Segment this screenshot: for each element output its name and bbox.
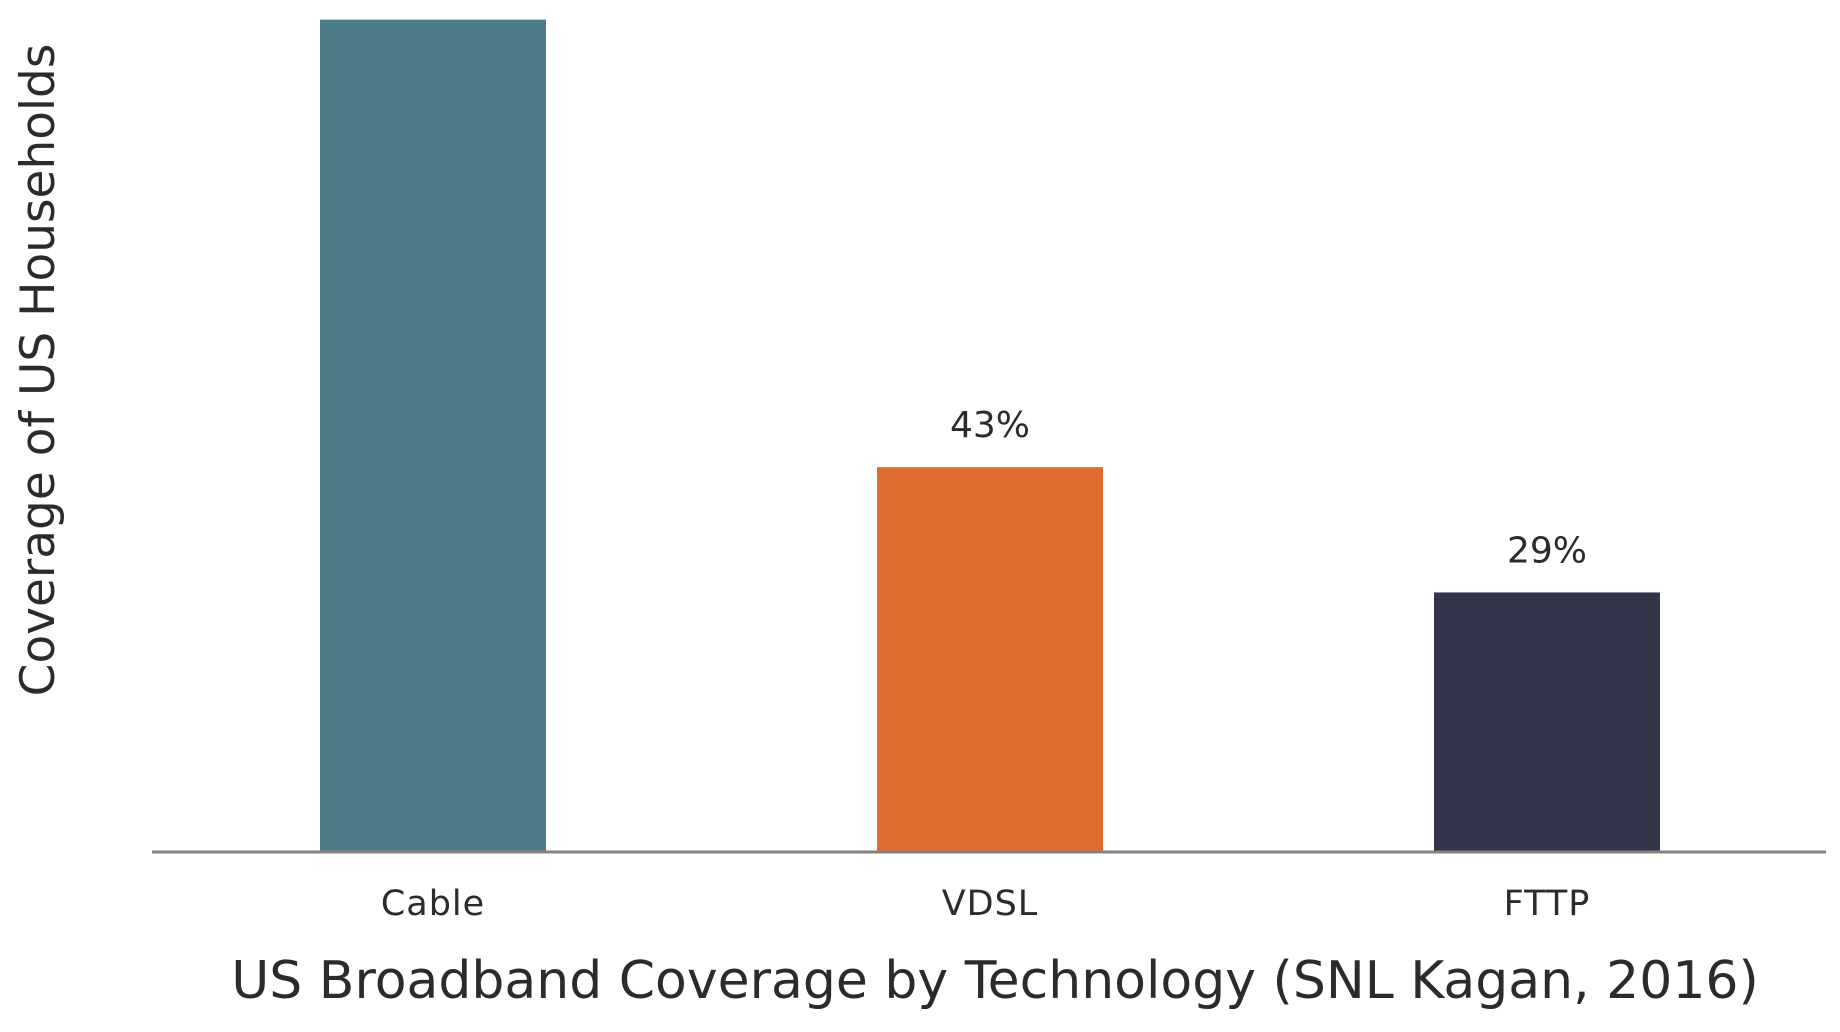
x-tick-labels-group: Cable VDSL FTTP — [381, 884, 1591, 924]
bar-vdsl — [877, 467, 1103, 852]
y-axis-title: Coverage of US Households — [11, 44, 66, 697]
x-tick-label-vdsl: VDSL — [942, 884, 1039, 924]
bar-fttp — [1434, 592, 1660, 852]
value-label-fttp: 29% — [1507, 530, 1587, 571]
bars-group — [320, 19, 1660, 852]
value-labels-group: 93%43%29% — [950, 405, 1587, 571]
x-tick-label-fttp: FTTP — [1504, 884, 1591, 924]
bar-cable — [320, 19, 546, 852]
x-tick-label-cable: Cable — [381, 884, 485, 924]
value-label-vdsl: 43% — [950, 405, 1030, 446]
chart-title: US Broadband Coverage by Technology (SNL… — [231, 951, 1759, 1011]
